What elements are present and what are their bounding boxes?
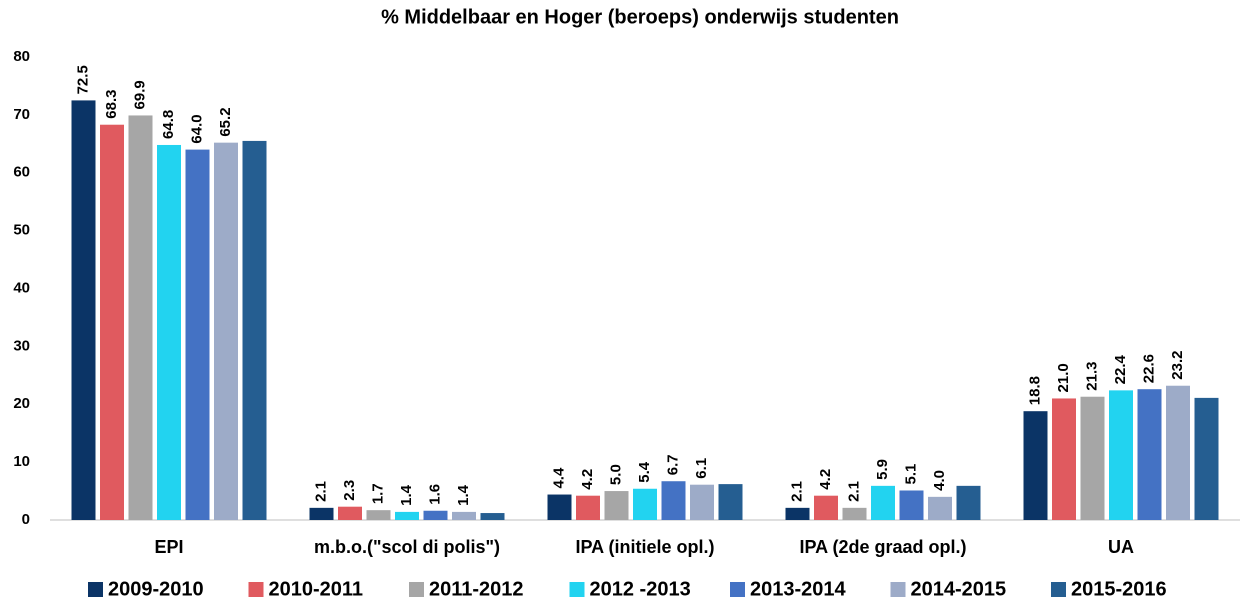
bar: [1023, 411, 1048, 520]
bar: [547, 494, 572, 520]
bar: [100, 124, 124, 521]
bar: [1166, 385, 1190, 520]
bar: [899, 490, 924, 520]
legend-label: 2012 -2013: [590, 578, 691, 600]
bar: [814, 495, 838, 520]
legend-swatch: [569, 582, 585, 597]
y-tick-label: 40: [13, 279, 30, 296]
data-label: 2.3: [341, 480, 358, 501]
bar: [928, 496, 952, 520]
data-label: 2.1: [845, 481, 862, 502]
data-label: 22.6: [1140, 354, 1157, 383]
bar: [1109, 390, 1133, 520]
legend-swatch: [890, 582, 906, 597]
bar: [661, 481, 686, 520]
data-label: 72.5: [74, 65, 91, 94]
legend-label: 2013-2014: [750, 578, 847, 600]
x-tick-label: IPA (initiele opl.): [576, 537, 715, 557]
bar: [842, 507, 867, 520]
data-label: 1.6: [426, 484, 443, 505]
bar: [423, 510, 448, 520]
data-label: 6.1: [693, 458, 710, 479]
bar: [690, 484, 714, 520]
data-label: 6.7: [664, 454, 681, 475]
legend-swatch: [730, 582, 745, 597]
legend-label: 2010-2011: [269, 578, 364, 600]
bar: [71, 100, 96, 520]
y-tick-label: 30: [13, 337, 30, 354]
chart-title: % Middelbaar en Hoger (beroeps) onderwij…: [381, 6, 899, 28]
bar: [1137, 389, 1162, 520]
bar: [871, 485, 895, 520]
bar: [366, 510, 391, 520]
bar: [576, 495, 600, 520]
bar: [1194, 397, 1219, 520]
bar: [338, 506, 362, 520]
data-label: 1.7: [369, 483, 386, 504]
y-tick-label: 0: [22, 511, 30, 528]
legend-label: 2014-2015: [911, 578, 1007, 600]
data-label: 5.0: [607, 464, 624, 485]
x-tick-label: m.b.o.("scol di polis"): [314, 537, 500, 557]
data-label: 18.8: [1026, 376, 1043, 405]
data-label: 65.2: [217, 107, 234, 136]
data-label: 68.3: [103, 90, 120, 119]
bar: [214, 142, 238, 520]
bar: [242, 140, 267, 520]
data-label: 69.9: [131, 80, 148, 109]
x-tick-label: IPA (2de graad opl.): [799, 537, 966, 557]
bar: [480, 513, 505, 520]
data-label: 64.8: [160, 110, 177, 139]
legend-swatch: [409, 582, 424, 597]
y-tick-label: 60: [13, 164, 30, 181]
y-tick-label: 70: [13, 106, 30, 123]
bar: [718, 484, 743, 520]
data-label: 1.4: [398, 484, 415, 506]
data-label: 5.4: [636, 461, 653, 483]
y-tick-label: 10: [13, 453, 30, 470]
legend-label: 2009-2010: [108, 578, 204, 600]
legend-swatch: [248, 582, 264, 597]
bar: [604, 491, 629, 520]
x-tick-label: EPI: [154, 537, 183, 557]
data-label: 5.1: [902, 464, 919, 485]
bar: [633, 488, 657, 520]
data-label: 2.1: [312, 481, 329, 502]
data-label: 22.4: [1112, 355, 1129, 385]
y-tick-label: 80: [13, 48, 30, 65]
legend-swatch: [88, 582, 103, 597]
bar: [956, 485, 981, 520]
y-tick-label: 20: [13, 395, 30, 412]
data-label: 4.0: [931, 470, 948, 491]
data-label: 2.1: [788, 481, 805, 502]
data-label: 1.4: [455, 484, 472, 506]
bar: [452, 511, 476, 520]
bar: [157, 144, 181, 520]
bar: [395, 511, 419, 520]
data-label: 21.0: [1055, 363, 1072, 392]
bar: [128, 115, 153, 521]
y-tick-label: 50: [13, 222, 30, 239]
data-label: 21.3: [1083, 362, 1100, 391]
bar: [309, 507, 334, 520]
x-tick-label: UA: [1108, 537, 1134, 557]
data-label: 4.2: [817, 469, 834, 490]
data-label: 4.4: [550, 467, 567, 489]
legend-label: 2011-2012: [429, 578, 524, 600]
bar: [1080, 396, 1105, 520]
legend-label: 2015-2016: [1071, 578, 1167, 600]
data-label: 64.0: [188, 114, 205, 143]
bar: [185, 149, 210, 520]
data-label: 4.2: [579, 469, 596, 490]
bar: [785, 507, 810, 520]
data-label: 5.9: [874, 459, 891, 480]
data-label: 23.2: [1169, 351, 1186, 380]
legend-swatch: [1051, 582, 1066, 597]
bar: [1052, 398, 1076, 520]
